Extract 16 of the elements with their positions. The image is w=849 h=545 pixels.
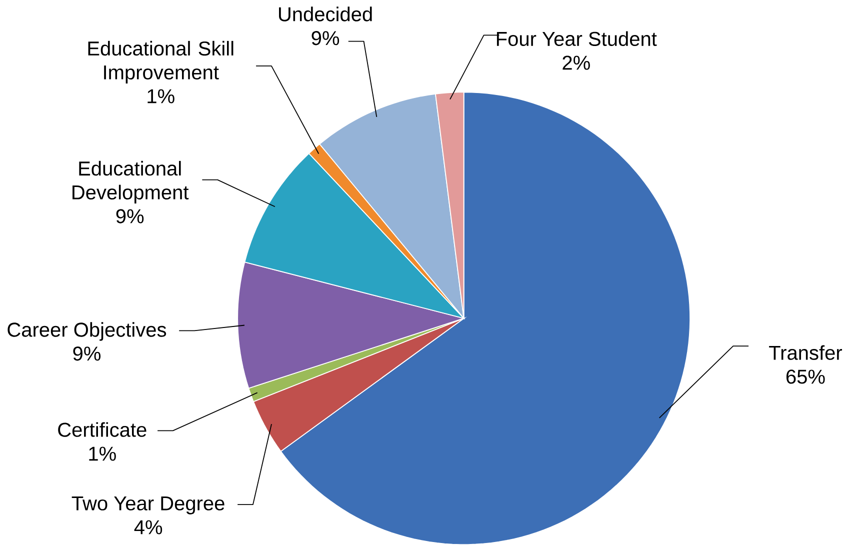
slice-label: Educational Development <box>72 160 189 204</box>
slice-label: Career Objectives <box>8 322 166 341</box>
data-label: 1% <box>148 89 174 104</box>
data-label: 9% <box>116 209 144 224</box>
data-label: 1% <box>89 446 116 461</box>
slice-label: Four Year Student <box>496 31 657 46</box>
slice-label: Two Year Degree <box>72 496 224 514</box>
data-label: 9% <box>73 346 100 361</box>
slice-label: Educational Skill Improvement <box>88 40 234 84</box>
data-label: 4% <box>134 520 162 534</box>
slice-label: Certificate <box>58 422 146 437</box>
data-label: 9% <box>312 31 340 46</box>
data-label: 65% <box>786 370 825 384</box>
data-label: 2% <box>562 56 590 70</box>
slice-label: Transfer <box>769 345 842 360</box>
slice-label: Undecided <box>279 6 372 22</box>
